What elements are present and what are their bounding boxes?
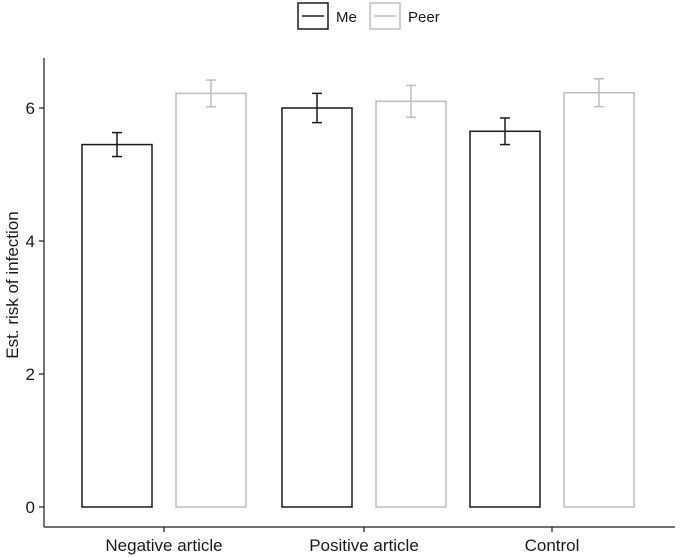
bar-me-0: [81, 143, 153, 508]
legend-label-me: Me: [336, 9, 357, 26]
bar-peer-0: [175, 92, 247, 508]
legend-label-peer: Peer: [408, 9, 440, 26]
x-tick-label: Negative article: [105, 536, 222, 555]
axes-layer: 0 2 4 6 Negative article Positive article Cont…: [26, 58, 675, 555]
bar-peer-1: [375, 100, 447, 508]
bar-me-1: [281, 107, 353, 508]
y-tick-label: 2: [26, 365, 35, 384]
y-tick-label: 0: [26, 498, 35, 517]
y-tick-label: 6: [26, 99, 35, 118]
y-axis-title: Est. risk of infection: [3, 211, 22, 358]
bars-layer: [81, 91, 635, 508]
x-tick-label: Control: [525, 536, 580, 555]
y-tick-label: 4: [26, 232, 35, 251]
legend: Me Peer: [297, 2, 440, 30]
errorbars-layer: [112, 77, 604, 158]
bar-peer-2: [563, 91, 635, 508]
x-tick-label: Positive article: [309, 536, 419, 555]
bar-me-2: [469, 130, 541, 508]
